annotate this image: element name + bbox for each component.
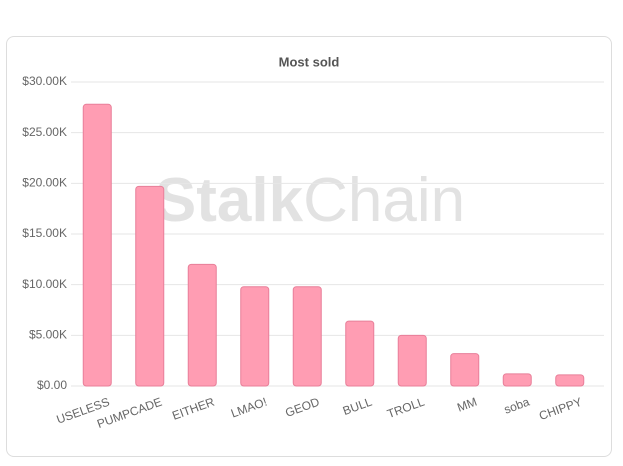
x-tick-label: soba [502,395,532,417]
watermark: StalkChain [155,166,465,235]
x-tick-label: MM [455,395,479,415]
x-tick-label: BULL [341,395,374,419]
x-tick-label: TROLL [385,395,426,421]
bar [187,263,217,387]
x-tick-label: LMAO! [229,395,269,421]
bar [345,320,375,387]
bar [292,286,322,387]
x-tick-label: EITHER [170,395,216,423]
watermark-part: Chain [303,166,465,235]
y-tick-label: $30.00K [22,74,67,88]
y-tick-label: $15.00K [22,226,67,240]
bar [82,103,112,387]
y-tick-label: $5.00K [29,328,67,342]
y-tick-label: $25.00K [22,125,67,139]
card [6,36,612,457]
watermark-part: Stalk [155,166,304,235]
bar [502,373,532,387]
bar [240,286,270,387]
y-tick-label: $20.00K [22,176,67,190]
chart-title: Most sold [279,54,340,69]
y-tick-label: $10.00K [22,277,67,291]
x-tick-label: CHIPPY [537,395,584,423]
x-tick-label: GEOD [283,395,321,420]
bar [135,185,165,387]
bar [555,374,585,387]
y-tick-label: $0.00 [37,378,67,392]
bar [397,334,427,387]
bar [450,353,480,387]
